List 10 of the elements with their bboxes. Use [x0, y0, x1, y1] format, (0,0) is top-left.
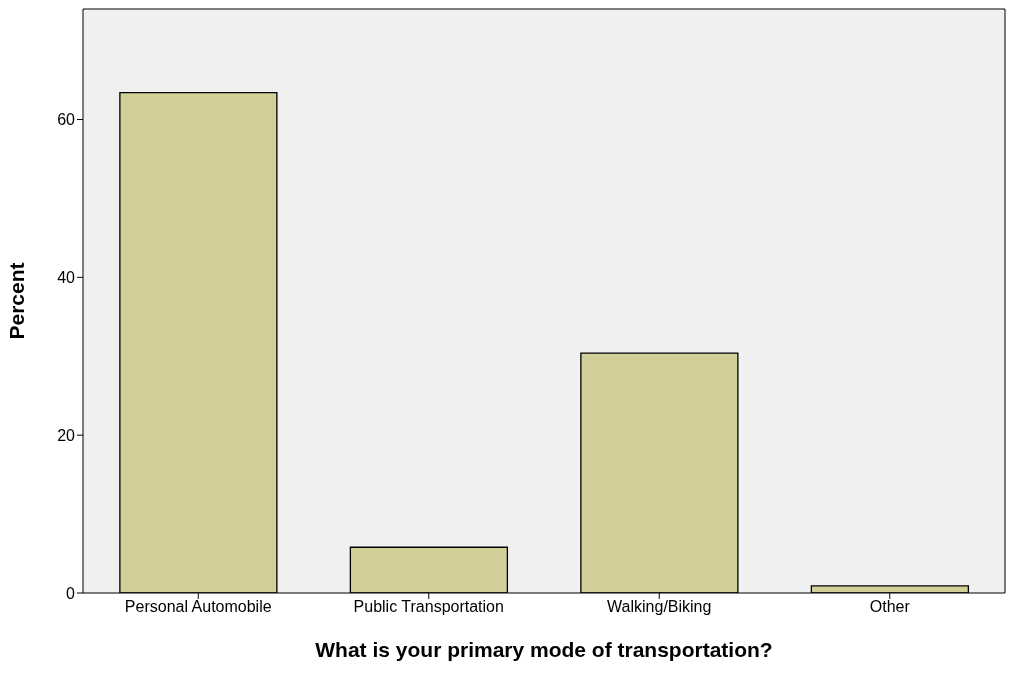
x-tick-label: Other — [869, 598, 911, 616]
y-tick-label: 60 — [57, 111, 76, 129]
y-axis-title: Percent — [5, 262, 29, 340]
x-axis-title: What is your primary mode of transportation? — [315, 638, 773, 661]
x-tick-label: Personal Automobile — [124, 598, 272, 616]
x-tick-label: Public Transportation — [353, 598, 504, 616]
y-tick-label: 40 — [57, 269, 76, 286]
x-tick-label: Walking/Biking — [607, 598, 712, 616]
y-tick-label: 20 — [57, 426, 76, 444]
y-tick-label: 0 — [66, 584, 76, 602]
